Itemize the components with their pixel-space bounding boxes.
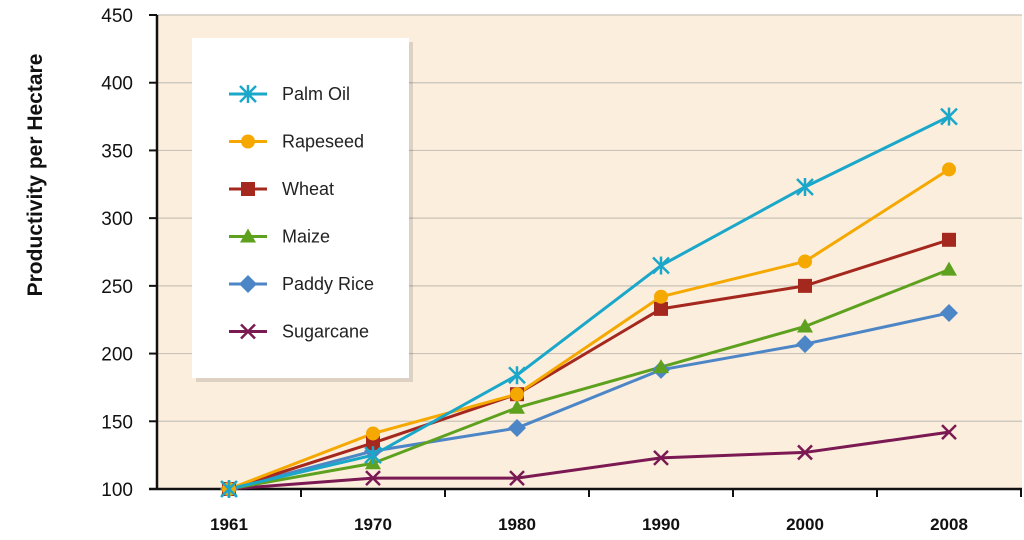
series-line-sugarcane (228, 430, 950, 491)
y-tick-label: 100 (101, 480, 133, 501)
y-axis-label: Productivity per Hectare (24, 54, 47, 297)
series-line-wheat (228, 238, 950, 491)
legend-box (192, 38, 409, 378)
y-tick-label: 200 (101, 345, 133, 366)
legend-label-maize: Maize (282, 227, 330, 247)
y-tick-label: 450 (101, 6, 133, 27)
data-point-sugarcane (509, 470, 525, 487)
marker-stroke (240, 323, 256, 340)
data-point-maize (797, 318, 813, 333)
data-point-sugarcane (941, 424, 957, 441)
data-point-rapeseed (510, 387, 524, 402)
y-tick-label: 400 (101, 74, 133, 95)
data-point-rapeseed (366, 426, 380, 441)
series-markers (220, 107, 958, 498)
series-line-rapeseed (228, 168, 950, 491)
data-point-sugarcane (797, 444, 813, 461)
series-line-maize (228, 268, 950, 491)
x-tick-label: 1961 (210, 515, 248, 534)
data-point-wheat (798, 278, 812, 293)
marker-stroke (797, 444, 813, 461)
marker-stroke (365, 470, 381, 487)
data-point-paddy-rice (796, 335, 814, 354)
legend-marker-rapeseed (241, 134, 255, 149)
data-point-palm-oil (508, 366, 526, 385)
data-point-maize (509, 399, 525, 414)
data-point-palm-oil (220, 480, 238, 498)
legend-label-palm-oil: Palm Oil (282, 84, 350, 104)
marker-stroke (509, 470, 525, 487)
series-line-palm-oil (228, 115, 950, 491)
data-point-sugarcane (365, 470, 381, 487)
data-point-paddy-rice (940, 303, 958, 322)
legend: Palm Oil Rapeseed Wheat Maize Paddy Rice Suga… (192, 38, 413, 382)
y-tick-label: 150 (101, 412, 133, 433)
legend-label-wheat: Wheat (282, 179, 334, 199)
series-lines (228, 115, 950, 491)
x-tick-labels: 1961 1970 1980 1990 2000 2008 (210, 489, 1022, 534)
data-point-rapeseed (654, 289, 668, 304)
legend-marker-maize (240, 228, 256, 243)
data-point-palm-oil (796, 177, 814, 196)
x-tick-label: 2008 (930, 515, 968, 534)
marker-stroke (941, 424, 957, 441)
x-tick-label: 1980 (498, 515, 536, 534)
x-tick-label: 2000 (786, 515, 824, 534)
data-point-paddy-rice (508, 419, 526, 438)
legend-label-sugarcane: Sugarcane (282, 322, 369, 342)
data-point-palm-oil (940, 107, 958, 126)
marker-stroke (653, 449, 669, 466)
series-line-paddy-rice (228, 311, 950, 491)
data-point-palm-oil (652, 256, 670, 275)
data-point-wheat (654, 301, 668, 316)
data-point-rapeseed (798, 254, 812, 269)
y-tick-labels: 100 150 200 250 300 350 400 450 (101, 6, 133, 501)
legend-label-rapeseed: Rapeseed (282, 132, 364, 152)
x-tick-label: 1990 (642, 515, 680, 534)
data-point-sugarcane (653, 449, 669, 466)
data-point-palm-oil (364, 446, 382, 465)
y-tick-label: 350 (101, 141, 133, 162)
y-tick-label: 250 (101, 277, 133, 298)
x-tick-label: 1970 (354, 515, 392, 534)
legend-marker-palm-oil (239, 85, 257, 103)
data-point-wheat (942, 232, 956, 247)
legend-marker-sugarcane (240, 323, 256, 340)
y-tick-label: 300 (101, 209, 133, 230)
data-point-maize (941, 261, 957, 276)
legend-marker-paddy-rice (239, 275, 257, 293)
data-point-rapeseed (942, 162, 956, 177)
data-point-maize (653, 359, 669, 374)
legend-label-paddy-rice: Paddy Rice (282, 274, 374, 294)
legend-marker-wheat (241, 182, 255, 196)
